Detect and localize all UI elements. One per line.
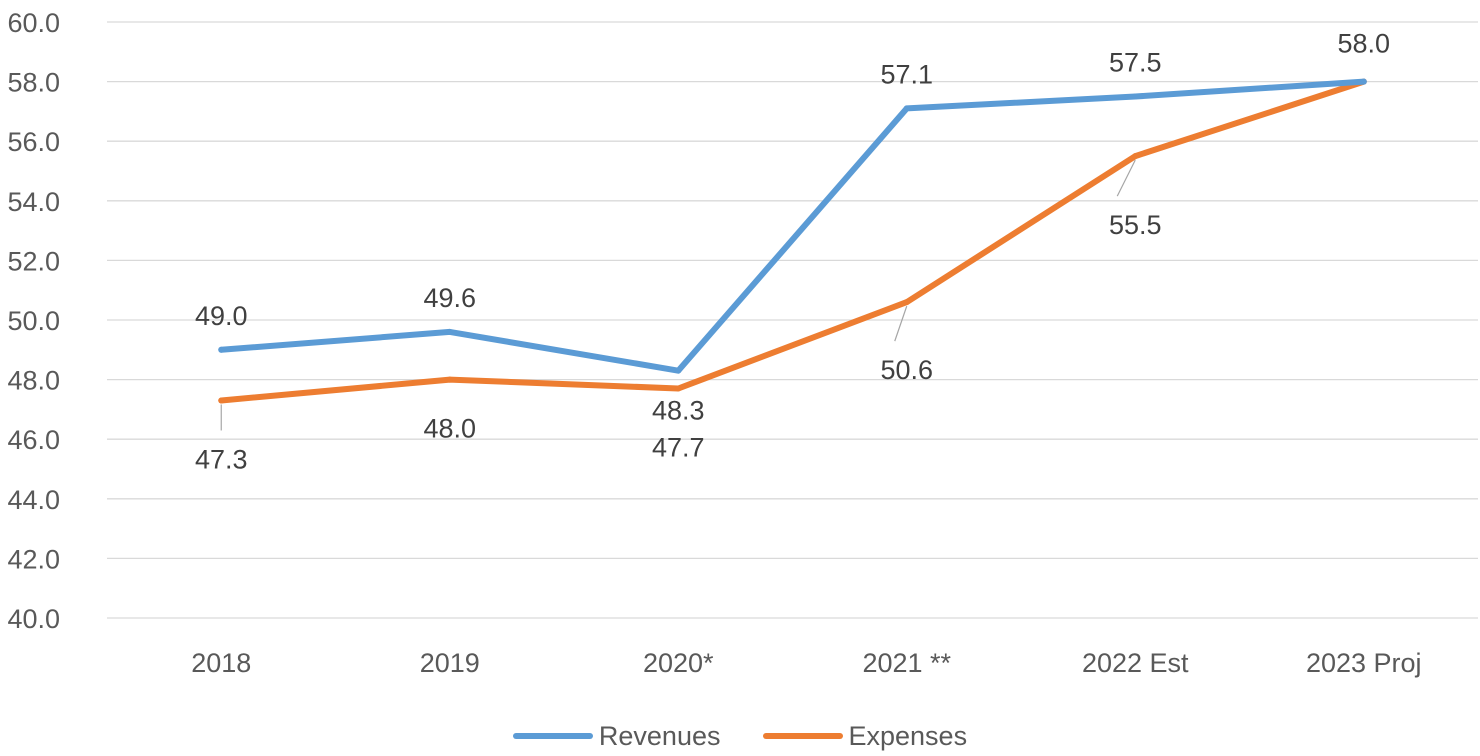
point-revenues xyxy=(218,346,225,353)
legend-swatch-revenues xyxy=(512,733,593,739)
x-tick-label: 2022 Est xyxy=(1082,648,1189,678)
x-tick-label: 2021 ** xyxy=(862,648,951,678)
legend-item-expenses: Expenses xyxy=(762,720,968,752)
legend-label-expenses: Expenses xyxy=(848,720,968,751)
y-tick-label: 50.0 xyxy=(7,306,60,336)
data-label-revenues: 49.0 xyxy=(195,301,248,331)
x-tick-label: 2018 xyxy=(191,648,251,678)
data-label-expenses: 50.6 xyxy=(880,355,933,385)
series-lines xyxy=(218,78,1367,404)
x-tick-label: 2019 xyxy=(420,648,480,678)
x-tick-label: 2023 Proj xyxy=(1306,648,1422,678)
data-label-expenses: 55.5 xyxy=(1109,210,1162,240)
y-tick-label: 44.0 xyxy=(7,485,60,515)
y-tick-label: 48.0 xyxy=(7,366,60,396)
data-labels: 49.0 49.6 48.3 57.1 57.5 58.0 47.3 48.0 47.7 50.6… xyxy=(195,29,1390,475)
y-tick-label: 42.0 xyxy=(7,544,60,574)
legend-label-revenues: Revenues xyxy=(598,720,721,751)
legend-swatch-expenses xyxy=(762,733,843,739)
line-chart: 40.0 42.0 44.0 46.0 48.0 50.0 52.0 54.0 56.0 58.0… xyxy=(7,8,1478,678)
line-revenues xyxy=(218,78,1367,374)
leader-line xyxy=(894,305,908,342)
data-label-revenues: 57.5 xyxy=(1109,48,1162,78)
leader-line xyxy=(1116,159,1136,197)
y-tick-label: 54.0 xyxy=(7,187,60,217)
point-expenses xyxy=(903,299,910,306)
point-revenues xyxy=(446,328,453,335)
point-revenues xyxy=(1360,78,1367,85)
data-label-revenues: 48.3 xyxy=(652,396,705,426)
legend-item-revenues: Revenues xyxy=(512,720,721,752)
point-revenues xyxy=(1132,93,1139,100)
y-tick-label: 52.0 xyxy=(7,246,60,276)
point-revenues xyxy=(675,367,682,374)
data-label-expenses: 47.7 xyxy=(652,433,705,463)
y-tick-label: 40.0 xyxy=(7,604,60,634)
data-label-expenses: 47.3 xyxy=(195,444,248,474)
data-label-expenses: 48.0 xyxy=(423,414,476,444)
y-tick-label: 56.0 xyxy=(7,127,60,157)
line-expenses xyxy=(218,78,1367,404)
point-expenses xyxy=(446,376,453,383)
gridlines xyxy=(107,21,1478,619)
y-tick-label: 46.0 xyxy=(7,425,60,455)
point-revenues xyxy=(903,105,910,112)
legend: Revenues Expenses xyxy=(0,716,1480,756)
label-leader-lines xyxy=(220,159,1136,431)
y-axis-tick-labels: 40.0 42.0 44.0 46.0 48.0 50.0 52.0 54.0 56.0 58.0… xyxy=(7,8,60,634)
x-axis-tick-labels: 2018 2019 2020* 2021 ** 2022 Est 2023 Proj xyxy=(191,648,1421,678)
data-label-revenues: 57.1 xyxy=(880,59,933,89)
data-label-revenues: 58.0 xyxy=(1337,29,1390,59)
point-expenses xyxy=(1132,153,1139,160)
data-label-revenues: 49.6 xyxy=(423,283,476,313)
point-expenses xyxy=(675,385,682,392)
y-tick-label: 60.0 xyxy=(7,8,60,38)
x-tick-label: 2020* xyxy=(643,648,714,678)
y-tick-label: 58.0 xyxy=(7,68,60,98)
point-expenses xyxy=(218,397,225,404)
